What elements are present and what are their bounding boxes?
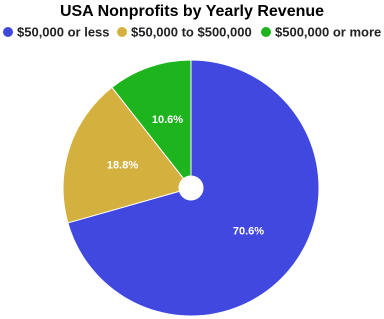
legend-label: $50,000 or less: [17, 24, 110, 39]
legend-marker: [261, 27, 271, 37]
data-label: 10.6%: [152, 114, 183, 126]
pie-slice: [67, 59, 320, 317]
legend-marker: [117, 27, 127, 37]
pie-slice: [62, 86, 185, 224]
data-label: 70.6%: [233, 225, 264, 237]
legend-marker: [3, 27, 13, 37]
pie-slice: [111, 59, 192, 180]
chart-title: USA Nonprofits by Yearly Revenue: [60, 3, 324, 20]
legend-label: $500,000 or more: [275, 24, 381, 39]
legend-label: $50,000 to $500,000: [131, 24, 252, 39]
data-label: 18.8%: [107, 160, 138, 172]
